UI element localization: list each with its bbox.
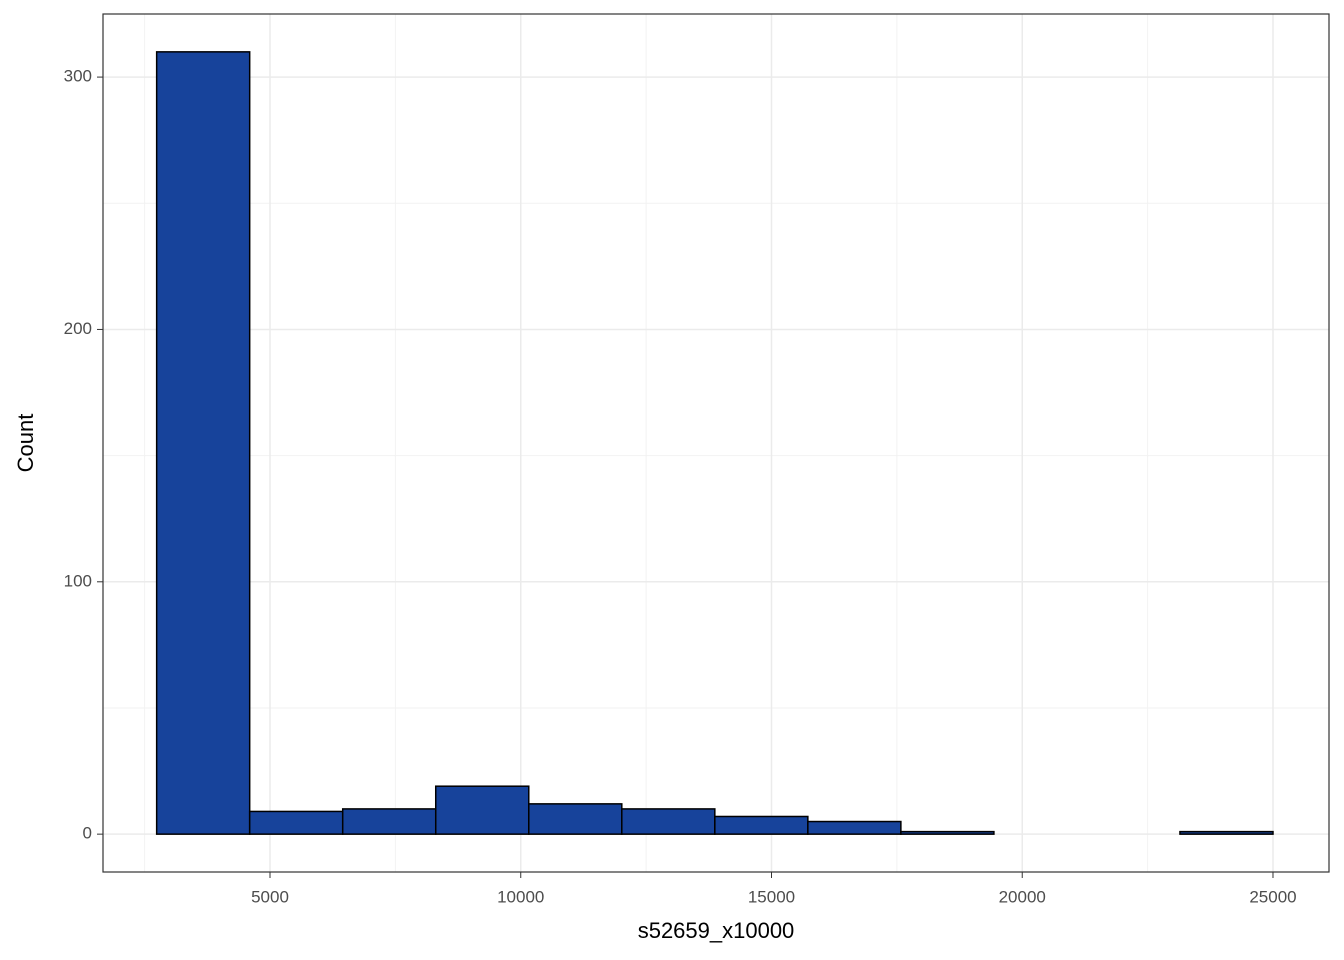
x-tick-label: 5000 (251, 887, 289, 906)
y-tick-label: 100 (64, 571, 92, 590)
bar (248, 810, 344, 835)
bar (434, 785, 530, 835)
x-tick-label: 10000 (497, 887, 544, 906)
x-tick-label: 20000 (999, 887, 1046, 906)
x-axis-title: s52659_x10000 (638, 918, 795, 943)
bar (528, 803, 623, 835)
y-axis-title: Count (13, 414, 38, 473)
bar (900, 830, 995, 835)
y-tick-label: 300 (64, 67, 92, 86)
bar (807, 820, 902, 835)
plot-border (102, 13, 1330, 873)
bar (714, 815, 809, 835)
x-tick-label: 15000 (748, 887, 795, 906)
x-tick-label: 25000 (1249, 887, 1296, 906)
y-tick-label: 200 (64, 319, 92, 338)
bar (341, 808, 437, 835)
bar (1179, 830, 1274, 835)
y-tick-label: 0 (83, 824, 92, 843)
bar (621, 808, 716, 835)
bar (155, 51, 251, 835)
